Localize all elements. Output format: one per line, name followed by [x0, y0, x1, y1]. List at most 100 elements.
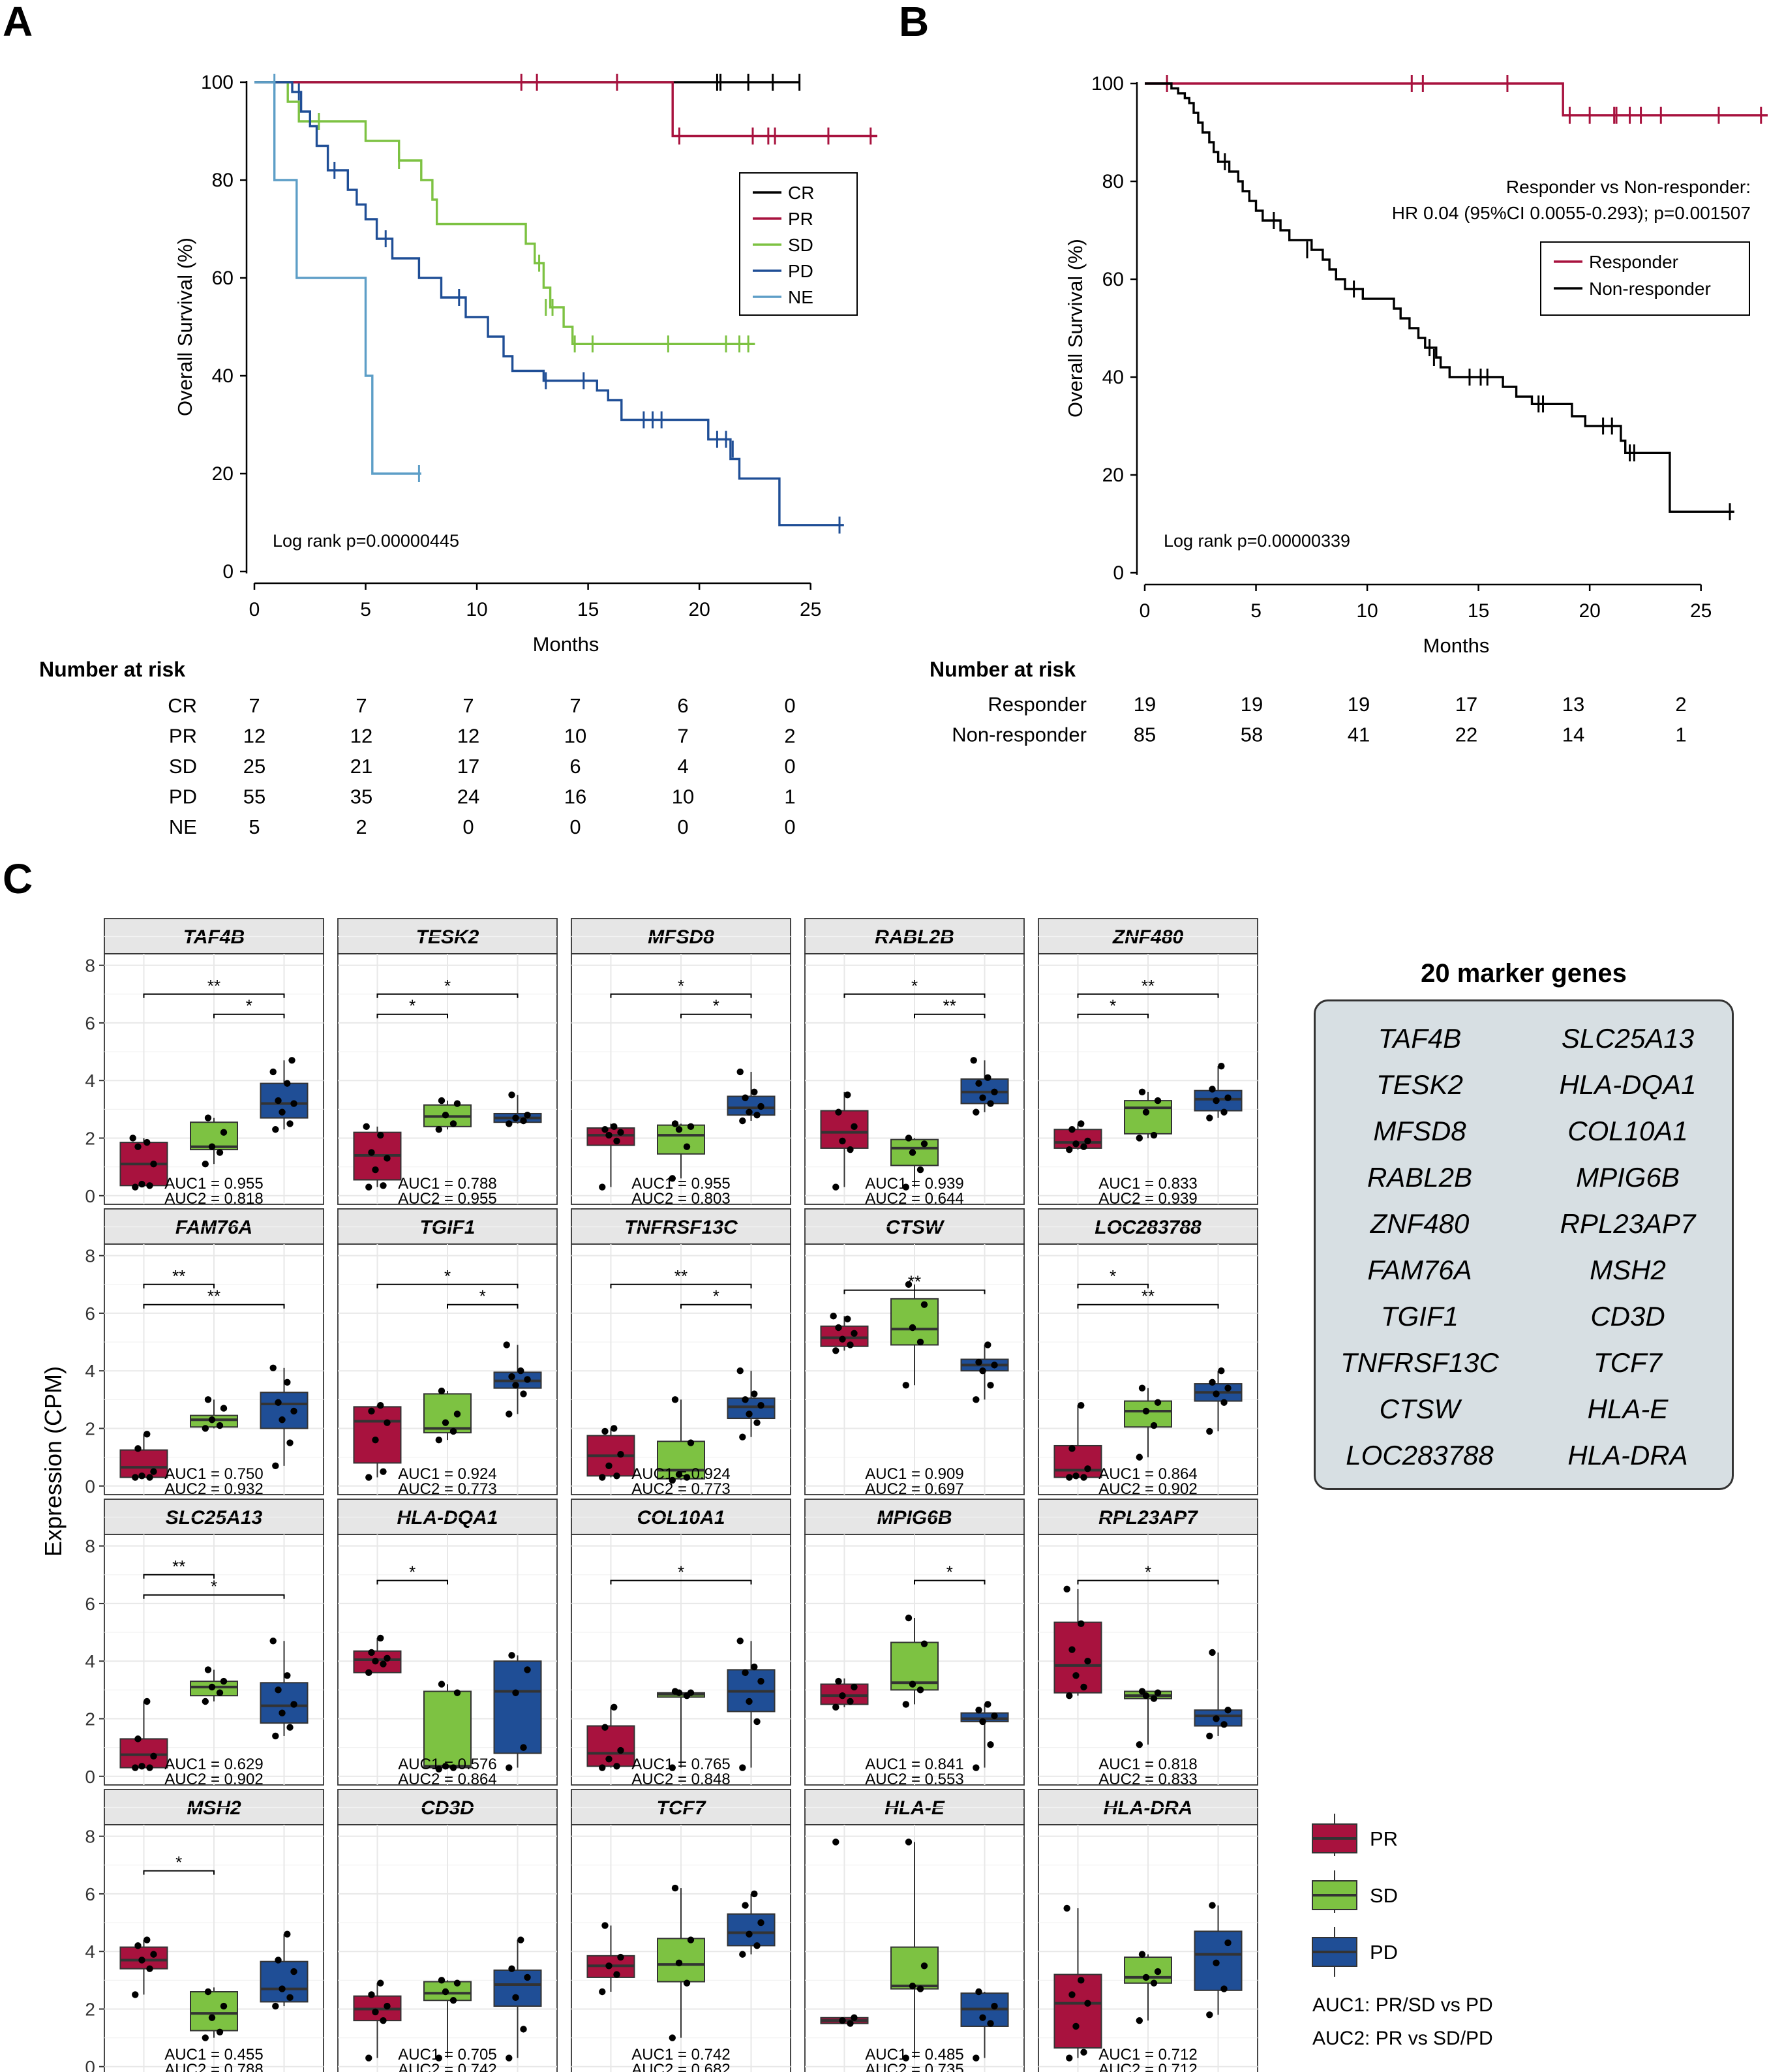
box-pd-gene-mfsd8 [727, 1095, 776, 1116]
data-point-gene-cd3d [442, 1988, 449, 1996]
auc2-label-gene-hla-dqa1: AUC2 = 0.864 [398, 1771, 496, 1788]
y-tick-label-a: 80 [212, 170, 234, 191]
data-point-gene-fam76a [146, 1474, 153, 1481]
box-sd-gene-msh2 [190, 1991, 238, 2032]
data-point-gene-mpig6b [839, 1692, 846, 1699]
data-point-gene-rpl23ap7 [1154, 1689, 1162, 1696]
data-point-gene-hla-dra [1142, 1973, 1150, 1981]
auc1-label-gene-ctsw: AUC1 = 0.909 [865, 1465, 963, 1483]
strip-label-gene-loc283788: LOC283788 [1095, 1217, 1202, 1238]
data-point-gene-hla-e [909, 1982, 916, 1990]
data-point-gene-ctsw [909, 1324, 916, 1332]
data-point-gene-hla-dra [1220, 1985, 1228, 1992]
data-point-gene-rpl23ap7 [1084, 1658, 1091, 1665]
auc2-label-gene-hla-dra: AUC2 = 0.712 [1098, 2061, 1197, 2072]
marker-gene-left: ZNF480 [1370, 1208, 1470, 1239]
sig-stars-gene-col10a1: * [678, 1562, 684, 1582]
sig-bracket-gene-fam76a [143, 1303, 285, 1309]
risk-cell: 1 [1675, 724, 1686, 746]
data-point-gene-tcf7 [599, 1988, 606, 1996]
data-point-gene-col10a1 [605, 1756, 612, 1763]
sig-stars-gene-rpl23ap7: * [1145, 1562, 1151, 1582]
data-point-gene-hla-dqa1 [377, 1634, 384, 1642]
data-point-gene-slc25a13 [269, 1638, 277, 1645]
data-point-gene-hla-e [991, 2002, 998, 2010]
risk-cell: 24 [457, 785, 479, 808]
data-point-gene-tgif1 [368, 1407, 375, 1415]
y-axis-title-c: Expression (CPM) [40, 1366, 67, 1557]
data-point-gene-hla-e [916, 1985, 924, 1992]
legend-label-pr: PR [1370, 1827, 1398, 1850]
data-point-gene-rpl23ap7 [1078, 1620, 1085, 1628]
risk-cell: 7 [569, 694, 581, 717]
data-point-gene-znf480 [1206, 1114, 1213, 1121]
data-point-gene-rpl23ap7 [1206, 1732, 1213, 1740]
data-point-gene-cd3d [438, 1977, 446, 1984]
risk-cell: 85 [1134, 724, 1156, 746]
sig-stars-gene-tgif1: * [479, 1287, 486, 1306]
data-point-gene-tesk2 [506, 1120, 513, 1127]
data-point-gene-tnfrsf13c [751, 1390, 758, 1397]
data-point-gene-col10a1 [617, 1746, 624, 1754]
box-sd-gene-taf4b [190, 1121, 238, 1151]
data-point-gene-tnfrsf13c [611, 1425, 618, 1432]
data-point-gene-taf4b [269, 1068, 277, 1076]
legend-note-auc1: AUC1: PR/SD vs PD [1312, 1994, 1493, 2016]
data-point-gene-taf4b [204, 1114, 212, 1121]
auc2-label-gene-znf480: AUC2 = 0.939 [1098, 1190, 1197, 1208]
data-point-gene-tcf7 [746, 1930, 753, 1938]
data-point-gene-cd3d [372, 2008, 379, 2016]
data-point-gene-mfsd8 [736, 1068, 744, 1076]
sig-stars-gene-rabl2b: * [911, 976, 918, 996]
x-tick-label-a: 15 [577, 599, 599, 620]
sig-stars-gene-fam76a: ** [207, 1287, 220, 1306]
risk-cell: 25 [243, 755, 265, 778]
data-point-gene-msh2 [146, 1965, 153, 1972]
y-tick-label-c: 8 [85, 956, 95, 976]
data-point-gene-cd3d [512, 1994, 519, 2002]
km-chart-b: 0 20 40 60 80 100 0 5 10 15 20 25 Months Overall Surv… [1064, 73, 1768, 657]
data-point-gene-loc283788 [1213, 1390, 1220, 1397]
strip-label-gene-taf4b: TAF4B [183, 926, 245, 948]
y-tick-label-c: 4 [85, 1071, 95, 1091]
risk-row-label: NE [169, 815, 197, 838]
data-point-gene-mfsd8 [683, 1143, 691, 1150]
auc1-label-gene-tgif1: AUC1 = 0.924 [398, 1465, 496, 1483]
box-pd-gene-msh2 [260, 1960, 309, 2003]
box-sd-gene-hla-e [890, 1946, 939, 1990]
data-point-gene-znf480 [1224, 1094, 1232, 1101]
data-point-gene-tnfrsf13c [739, 1433, 746, 1440]
km-curve-non-responder [1145, 82, 1734, 513]
data-point-gene-ctsw [902, 1382, 910, 1389]
y-tick-label-a: 100 [201, 72, 234, 93]
data-point-gene-ctsw [920, 1301, 928, 1308]
sig-bracket-gene-tgif1 [447, 1303, 519, 1309]
data-point-gene-msh2 [272, 2002, 279, 2010]
marker-gene-right: MPIG6B [1576, 1162, 1680, 1193]
risk-cell: 12 [243, 725, 265, 748]
data-point-gene-taf4b [132, 1183, 139, 1191]
marker-gene-left: TNFRSF13C [1340, 1347, 1499, 1378]
auc1-label-gene-slc25a13: AUC1 = 0.629 [164, 1756, 263, 1773]
marker-gene-right: HLA-E [1587, 1394, 1669, 1424]
marker-gene-right: MSH2 [1590, 1255, 1666, 1285]
y-tick-label-b: 100 [1091, 73, 1124, 95]
data-point-gene-cd3d [508, 1965, 515, 1972]
data-point-gene-hla-dqa1 [453, 1689, 461, 1696]
risk-cell: 14 [1562, 724, 1584, 746]
strip-label-gene-hla-dqa1: HLA-DQA1 [397, 1507, 498, 1529]
sig-bracket-gene-tnfrsf13c [610, 1283, 752, 1288]
sig-bracket-gene-mpig6b [914, 1579, 986, 1585]
x-tick-label-a: 10 [466, 599, 487, 620]
marker-gene-left: LOC283788 [1346, 1440, 1494, 1470]
data-point-gene-hla-dra [1084, 2000, 1091, 2007]
sig-stars-gene-tesk2: * [409, 996, 416, 1016]
auc1-label-gene-mpig6b: AUC1 = 0.841 [865, 1756, 963, 1773]
risk-cell: 0 [462, 815, 474, 838]
data-point-gene-mpig6b [851, 1683, 858, 1691]
auc2-label-gene-rpl23ap7: AUC2 = 0.833 [1098, 1771, 1197, 1788]
panel-label-b: B [899, 0, 930, 45]
data-point-gene-tcf7 [675, 1959, 683, 1967]
data-point-gene-mpig6b [847, 1698, 854, 1705]
